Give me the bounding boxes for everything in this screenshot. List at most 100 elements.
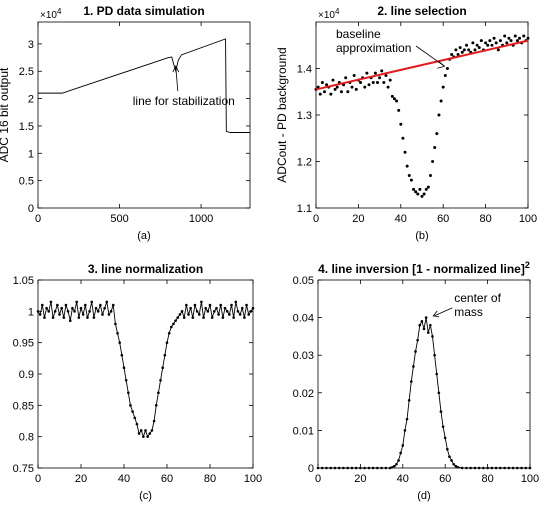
data-point [43, 316, 46, 319]
data-point [213, 310, 216, 313]
data-point [99, 303, 102, 307]
data-point [416, 338, 419, 342]
data-point [228, 313, 231, 316]
x-tick-label: 0 [35, 213, 41, 225]
data-point [378, 76, 382, 80]
x-tick-label: 1000 [189, 213, 213, 225]
annotation-arrowhead [432, 310, 440, 318]
data-point [202, 316, 205, 319]
data-point [509, 39, 513, 43]
data-point [174, 319, 177, 323]
data-point [486, 43, 490, 47]
data-point [243, 316, 246, 319]
data-point [120, 353, 124, 357]
data-point [154, 404, 158, 407]
axes-frame [317, 279, 531, 469]
data-point [479, 39, 483, 43]
data-point [129, 404, 132, 407]
data-point [428, 173, 432, 177]
data-point [445, 67, 449, 70]
data-point [215, 306, 218, 310]
data-point [219, 303, 223, 307]
y-tick-label: 0.02 [293, 388, 314, 400]
data-point [456, 53, 460, 57]
y-tick-label: 0.03 [293, 350, 314, 362]
data-point [105, 300, 109, 304]
annotation-text: mass [454, 305, 483, 319]
data-point [335, 85, 339, 89]
data-point [513, 34, 517, 38]
data-point [388, 78, 392, 82]
data-point [178, 313, 182, 316]
data-point [524, 466, 528, 470]
data-point [429, 323, 432, 327]
data-point [399, 122, 403, 126]
data-point [460, 466, 464, 470]
x-tick-label: 0 [35, 473, 41, 485]
x-tick-label: 0 [313, 213, 319, 225]
data-point [482, 466, 485, 470]
series-line [318, 317, 530, 469]
data-point [393, 464, 396, 468]
data-point [62, 316, 66, 319]
data-point [490, 466, 494, 470]
x-tick-label: 500 [110, 213, 128, 225]
data-point [344, 76, 348, 80]
data-point [409, 380, 413, 383]
data-point [81, 313, 85, 316]
data-point [401, 444, 405, 447]
data-point [367, 466, 371, 470]
data-point [49, 300, 53, 304]
data-point [424, 187, 428, 191]
data-point [36, 310, 40, 313]
data-point [518, 36, 522, 40]
y-tick-label: 1.4 [297, 64, 312, 76]
data-point [51, 316, 55, 319]
y-tick-label: 2.5 [19, 66, 34, 78]
data-point [376, 466, 379, 470]
data-point [371, 80, 375, 84]
data-point [333, 87, 337, 91]
data-point [96, 310, 100, 313]
x-tick-label: 40 [118, 473, 130, 485]
data-point [473, 466, 477, 470]
data-point [371, 466, 375, 470]
data-point [365, 71, 369, 75]
data-point [350, 466, 354, 470]
data-point [380, 466, 383, 470]
data-point [450, 459, 453, 462]
data-point [116, 331, 119, 335]
data-point [367, 83, 371, 87]
data-point [167, 331, 171, 335]
data-point [45, 306, 48, 310]
data-point [230, 303, 233, 307]
chart-title: 3. line normalization [88, 262, 203, 276]
annotation-arrowhead [172, 65, 180, 73]
data-point [414, 350, 417, 353]
data-point [354, 466, 358, 470]
baseline-line [315, 39, 529, 91]
data-point [458, 46, 462, 50]
data-point [64, 303, 68, 307]
data-point [114, 322, 117, 326]
data-point [251, 306, 255, 310]
data-point [352, 73, 356, 77]
y-tick-label: 1.1 [297, 203, 312, 215]
data-point [422, 327, 426, 331]
y-tick-label: 1 [28, 306, 34, 318]
data-point [131, 410, 134, 413]
x-tick-label: 100 [521, 473, 539, 485]
data-point [77, 316, 81, 319]
chart-title: 2. line selection [377, 4, 466, 18]
panel-label: (c) [139, 490, 152, 502]
data-point [403, 429, 407, 432]
data-point [503, 466, 506, 470]
data-point [337, 466, 341, 470]
data-point [161, 366, 164, 370]
data-point [454, 464, 458, 468]
annotation-arrow [415, 45, 445, 67]
data-point [475, 43, 479, 47]
data-point [401, 136, 405, 140]
data-point [135, 422, 139, 426]
data-point [75, 300, 78, 304]
